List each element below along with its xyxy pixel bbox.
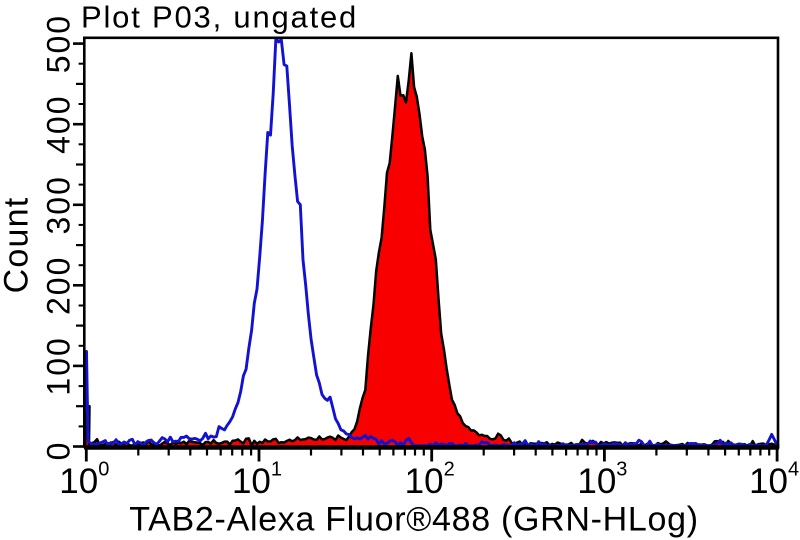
- svg-text:0: 0: [41, 441, 77, 461]
- svg-text:200: 200: [41, 256, 77, 315]
- svg-text:500: 500: [41, 14, 77, 73]
- svg-text:Count: Count: [0, 197, 36, 294]
- svg-text:400: 400: [41, 95, 77, 154]
- svg-text:100: 100: [41, 336, 77, 395]
- svg-text:300: 300: [41, 175, 77, 234]
- svg-text:TAB2-Alexa Fluor®488 (GRN-HLog: TAB2-Alexa Fluor®488 (GRN-HLog): [129, 501, 699, 539]
- svg-text:Plot P03, ungated: Plot P03, ungated: [81, 0, 358, 35]
